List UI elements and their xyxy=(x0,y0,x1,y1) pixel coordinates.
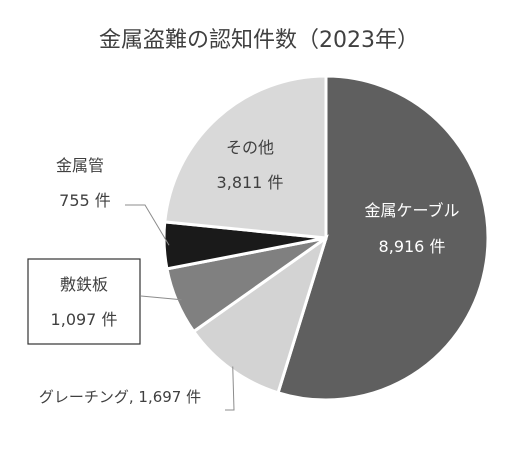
chart-title: 金属盗難の認知件数（2023年） xyxy=(99,28,419,53)
slice-label-other: その他 xyxy=(226,138,274,157)
leader-line-plate xyxy=(140,295,182,301)
pie-slices xyxy=(162,74,490,402)
slice-other xyxy=(163,74,328,240)
leader-lines xyxy=(125,204,235,411)
slice-label-cable: 金属ケーブル xyxy=(364,201,459,220)
slice-cable xyxy=(276,74,490,402)
callout-box-plate xyxy=(27,258,141,345)
slice-label-pipe: 金属管 xyxy=(56,156,104,175)
slice-value-plate: 1,097 件 xyxy=(51,310,118,329)
slice-label-plate: 敷鉄板 xyxy=(60,275,108,294)
slice-grating xyxy=(191,234,329,395)
slice-value-cable: 8,916 件 xyxy=(379,237,446,256)
leader-line-grating xyxy=(225,366,235,411)
slice-label-grating: グレーチング, 1,697 件 xyxy=(39,388,201,406)
leader-line-pipe xyxy=(125,204,170,246)
slice-value-pipe: 755 件 xyxy=(59,191,111,210)
slice-value-other: 3,811 件 xyxy=(217,173,284,192)
